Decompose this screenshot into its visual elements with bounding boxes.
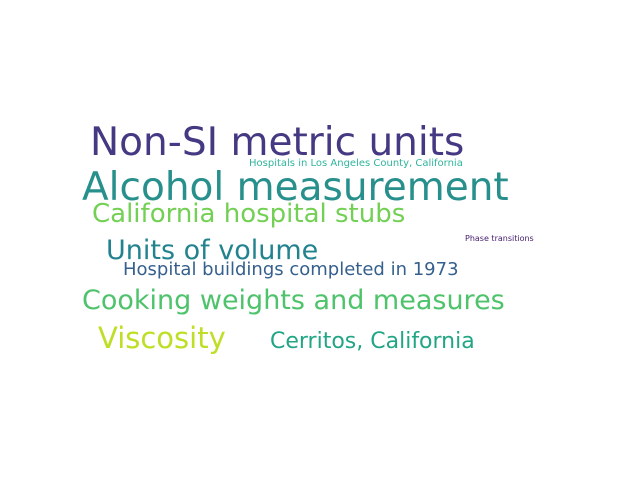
word-non-si-metric-units: Non-SI metric units <box>90 120 465 165</box>
word-cooking-weights-measures: Cooking weights and measures <box>82 285 505 316</box>
word-alcohol-measurement: Alcohol measurement <box>82 165 509 210</box>
word-hospital-buildings-1973: Hospital buildings completed in 1973 <box>123 259 459 280</box>
word-viscosity: Viscosity <box>98 321 226 355</box>
word-california-hospital-stubs: California hospital stubs <box>92 199 406 229</box>
word-hospitals-in-la-county: Hospitals in Los Angeles County, Califor… <box>249 158 463 169</box>
word-units-of-volume: Units of volume <box>106 235 319 266</box>
word-phase-transitions: Phase transitions <box>465 234 534 243</box>
word-cerritos-california: Cerritos, California <box>270 329 475 354</box>
